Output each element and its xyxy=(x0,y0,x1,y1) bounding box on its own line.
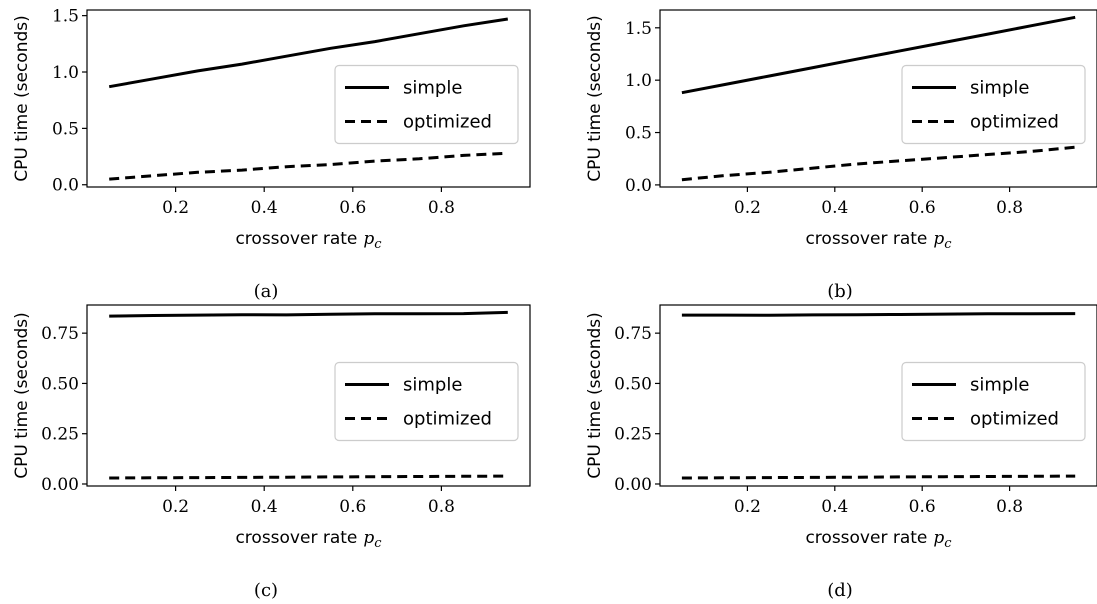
x-axis-label-subscript: c xyxy=(944,237,952,252)
legend-label-simple: simple xyxy=(970,375,1029,396)
x-axis-label-subscript: c xyxy=(374,536,382,551)
axes-frame xyxy=(86,9,531,188)
y-axis-label: CPU time (seconds) xyxy=(585,312,605,479)
x-axis-label: crossover rate pc xyxy=(235,528,382,551)
y-axis-label: CPU time (seconds) xyxy=(585,15,605,182)
y-tick-label: 0.50 xyxy=(614,374,652,394)
x-tick-label: 0.6 xyxy=(909,198,936,218)
x-tick-label: 0.4 xyxy=(821,497,848,517)
series-line-simple xyxy=(681,312,1076,317)
y-tick-label: 0.25 xyxy=(614,425,652,445)
series-line-optimized xyxy=(681,145,1076,182)
legend-label-simple: simple xyxy=(403,375,462,396)
x-axis-label: crossover rate pc xyxy=(805,229,952,252)
x-tick-label: 0.2 xyxy=(162,198,189,218)
y-tick-label: 0.75 xyxy=(614,324,652,344)
chart-panel: 0.2 0.4 0.6 0.8 0.0 0.5 1.0 1.5 crossover rate pc… xyxy=(585,9,1097,302)
y-tick-label: 0.5 xyxy=(52,119,79,139)
x-tick-label: 0.8 xyxy=(428,198,455,218)
x-tick-label: 0.8 xyxy=(996,497,1023,517)
x-tick-label: 0.4 xyxy=(821,198,848,218)
legend-label-optimized: optimized xyxy=(970,112,1059,133)
x-tick-label: 0.2 xyxy=(734,198,761,218)
x-axis-label: crossover rate pc xyxy=(805,528,952,551)
chart-panel: 0.2 0.4 0.6 0.8 0.00 0.25 0.50 0.75 crossover ra… xyxy=(585,304,1097,601)
panel-caption: (b) xyxy=(827,281,853,302)
series-line-simple xyxy=(108,17,509,89)
x-tick-label: 0.6 xyxy=(339,198,366,218)
y-tick-label: 0.0 xyxy=(625,176,652,196)
series-line-optimized xyxy=(109,151,508,181)
y-tick-label: 0.00 xyxy=(614,475,652,495)
legend-box xyxy=(334,64,519,145)
y-tick-label: 0.75 xyxy=(41,324,79,344)
legend-box xyxy=(901,361,1086,442)
chart-panel: 0.2 0.4 0.6 0.8 0.0 0.5 1.0 1.5 crossover rate pc… xyxy=(12,7,531,302)
x-tick-label: 0.8 xyxy=(428,497,455,517)
x-tick-label: 0.4 xyxy=(251,497,278,517)
legend-label-optimized: optimized xyxy=(970,409,1059,430)
y-tick-label: 0.0 xyxy=(52,176,79,196)
x-tick-label: 0.6 xyxy=(909,497,936,517)
series-line-optimized xyxy=(109,474,508,480)
panel-caption: (a) xyxy=(254,281,279,302)
series-line-simple xyxy=(681,15,1076,95)
axes-frame xyxy=(659,9,1097,188)
x-axis-label-symbol: p xyxy=(933,528,944,548)
chart-panel: 0.2 0.4 0.6 0.8 0.00 0.25 0.50 0.75 crossover ra… xyxy=(12,304,531,601)
legend-label-simple: simple xyxy=(403,78,462,99)
y-tick-label: 1.5 xyxy=(625,19,652,39)
x-axis-label-subscript: c xyxy=(374,237,382,252)
y-tick-label: 1.0 xyxy=(625,71,652,91)
axes-frame xyxy=(86,304,531,487)
panel-caption: (c) xyxy=(254,580,278,601)
y-axis-label: CPU time (seconds) xyxy=(12,15,32,182)
x-axis-label-text: crossover rate xyxy=(805,528,927,548)
panel-caption: (d) xyxy=(827,580,853,601)
x-axis-label-symbol: p xyxy=(363,229,374,249)
y-tick-label: 0.50 xyxy=(41,374,79,394)
y-tick-label: 0.00 xyxy=(41,475,79,495)
legend-label-optimized: optimized xyxy=(403,409,492,430)
x-tick-label: 0.8 xyxy=(996,198,1023,218)
x-tick-label: 0.2 xyxy=(162,497,189,517)
x-axis-label-text: crossover rate xyxy=(805,229,927,249)
x-axis-label-symbol: p xyxy=(363,528,374,548)
legend-label-simple: simple xyxy=(970,78,1029,99)
legend-box xyxy=(901,64,1086,145)
series-line-simple xyxy=(109,310,508,318)
y-tick-label: 1.0 xyxy=(52,63,79,83)
y-tick-label: 1.5 xyxy=(52,7,79,27)
x-axis-label-subscript: c xyxy=(944,536,952,551)
x-axis-label-symbol: p xyxy=(933,229,944,249)
x-axis-label-text: crossover rate xyxy=(235,229,357,249)
legend-box xyxy=(334,361,519,442)
x-axis-label-text: crossover rate xyxy=(235,528,357,548)
y-tick-label: 0.25 xyxy=(41,425,79,445)
series-line-optimized xyxy=(681,474,1076,480)
y-axis-label: CPU time (seconds) xyxy=(12,312,32,479)
x-tick-label: 0.6 xyxy=(339,497,366,517)
x-tick-label: 0.4 xyxy=(251,198,278,218)
x-tick-label: 0.2 xyxy=(734,497,761,517)
legend-label-optimized: optimized xyxy=(403,112,492,133)
x-axis-label: crossover rate pc xyxy=(235,229,382,252)
y-tick-label: 0.5 xyxy=(625,124,652,144)
axes-frame xyxy=(659,304,1097,487)
